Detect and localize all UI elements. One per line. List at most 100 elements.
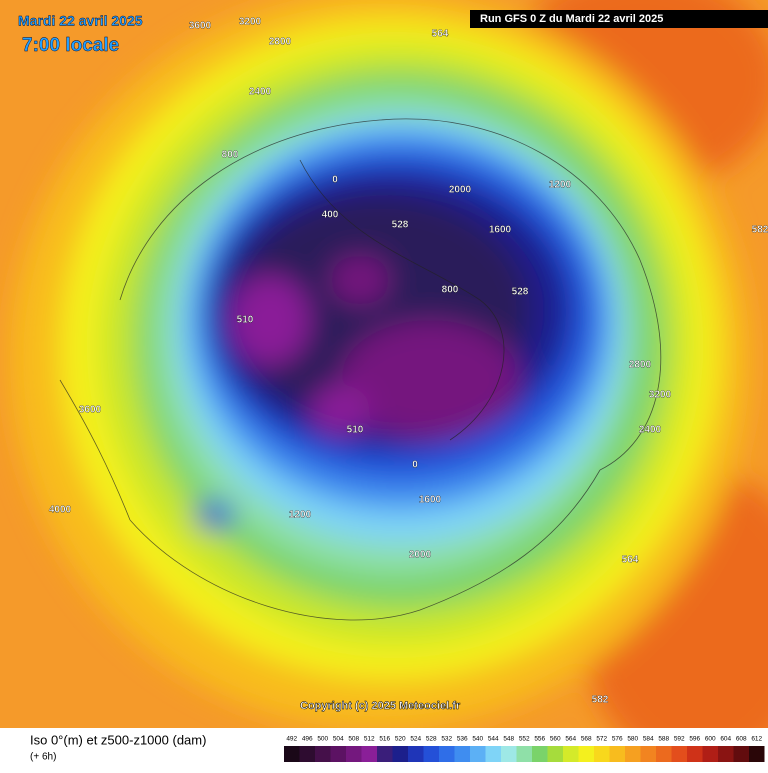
legend-swatch — [687, 746, 703, 762]
contour-label: 1200 — [549, 180, 572, 191]
legend-swatch — [563, 746, 579, 762]
legend-label: 600 — [705, 736, 716, 743]
contour-label: 3600 — [189, 21, 212, 32]
run-box — [470, 10, 768, 28]
contour-label: 510 — [347, 425, 364, 436]
legend-swatch — [749, 746, 765, 762]
legend-swatch — [656, 746, 672, 762]
legend-swatch — [377, 746, 393, 762]
legend-swatch — [330, 746, 346, 762]
legend-label: 612 — [751, 736, 762, 743]
legend-label: 492 — [286, 736, 297, 743]
contour-label: 2800 — [629, 360, 652, 371]
date-title: Mardi 22 avril 2025 — [18, 13, 143, 29]
contour-label: 528 — [512, 287, 529, 298]
contour-label: 800 — [222, 150, 239, 161]
contour-label: 0 — [332, 175, 338, 186]
legend-swatch — [439, 746, 455, 762]
legend-swatch — [470, 746, 486, 762]
legend-swatch — [578, 746, 594, 762]
legend-swatch — [702, 746, 718, 762]
legend-label: 520 — [395, 736, 406, 743]
legend-label: 544 — [488, 736, 499, 743]
legend-swatch — [594, 746, 610, 762]
legend-label: 540 — [472, 736, 483, 743]
contour-label: 2000 — [449, 185, 472, 196]
legend-label: 536 — [457, 736, 468, 743]
legend-swatch — [547, 746, 563, 762]
contour-label: 528 — [392, 220, 409, 231]
contour-label: 564 — [432, 29, 449, 40]
contour-label: 2400 — [639, 425, 662, 436]
legend-label: 580 — [627, 736, 638, 743]
legend-label: 592 — [674, 736, 685, 743]
legend-label: 576 — [612, 736, 623, 743]
legend-label: 512 — [364, 736, 375, 743]
legend-swatch — [284, 746, 300, 762]
legend-label: 572 — [596, 736, 607, 743]
contour-label: 400 — [322, 210, 339, 221]
legend-label: 608 — [736, 736, 747, 743]
contour-label: 2800 — [269, 37, 292, 48]
legend-swatch — [609, 746, 625, 762]
contour-label: 564 — [622, 555, 639, 566]
contour-label: 3200 — [239, 17, 262, 28]
legend-swatch — [454, 746, 470, 762]
coastlines — [59, 118, 662, 621]
legend-label: 560 — [550, 736, 561, 743]
contour-label: 1200 — [289, 510, 312, 521]
legend-swatch — [423, 746, 439, 762]
contour-label: 0 — [412, 460, 418, 471]
legend-label: 568 — [581, 736, 592, 743]
legend-label: 552 — [519, 736, 530, 743]
legend-swatch — [501, 746, 517, 762]
legend-label: 556 — [534, 736, 545, 743]
contour-label: 582 — [752, 225, 768, 236]
contour-label: 2400 — [249, 87, 272, 98]
legend-label: 524 — [410, 736, 421, 743]
contour-labels: 3600 320028002400200016001200800400051052… — [49, 16, 768, 706]
footer-title: Iso 0°(m) et z500-z1000 (dam) — [30, 732, 206, 747]
legend-swatch — [315, 746, 331, 762]
legend-swatch — [516, 746, 532, 762]
legend-label: 604 — [720, 736, 731, 743]
contour-label: 510 — [237, 315, 254, 326]
legend-swatch — [532, 746, 548, 762]
legend-label: 548 — [503, 736, 514, 743]
contour-label: 1600 — [489, 225, 512, 236]
legend-swatch — [640, 746, 656, 762]
map-field — [10, 0, 768, 770]
contour-label: 4000 — [49, 505, 72, 516]
copyright: Copyright (c) 2025 Meteociel.fr — [300, 700, 461, 712]
legend-swatch — [733, 746, 749, 762]
footer-lead: (+ 6h) — [30, 752, 56, 763]
legend-swatch — [361, 746, 377, 762]
legend-swatch — [299, 746, 315, 762]
contour-label: 3200 — [649, 390, 672, 401]
legend-swatch — [408, 746, 424, 762]
contour-label: 800 — [442, 285, 459, 296]
legend-label: 584 — [643, 736, 654, 743]
contour-label: 2000 — [409, 550, 432, 561]
legend-label: 528 — [426, 736, 437, 743]
legend-label: 496 — [302, 736, 313, 743]
color-legend: 492 496 500 504 508 512 516 520 524 528 532 536 540 5… — [284, 736, 765, 762]
legend-swatch — [485, 746, 501, 762]
legend-label: 532 — [441, 736, 452, 743]
contour-label: 3600 — [79, 405, 102, 416]
legend-swatch — [671, 746, 687, 762]
legend-label: 516 — [379, 736, 390, 743]
contour-label: 582 — [592, 695, 609, 706]
time-title: 7:00 locale — [22, 35, 119, 56]
legend-swatch — [718, 746, 734, 762]
contour-label: 1600 — [419, 495, 442, 506]
legend-label: 508 — [348, 736, 359, 743]
legend-swatch — [392, 746, 408, 762]
legend-swatch — [346, 746, 362, 762]
legend-label: 500 — [317, 736, 328, 743]
legend-swatch — [625, 746, 641, 762]
legend-label: 588 — [658, 736, 669, 743]
legend-label: 596 — [689, 736, 700, 743]
